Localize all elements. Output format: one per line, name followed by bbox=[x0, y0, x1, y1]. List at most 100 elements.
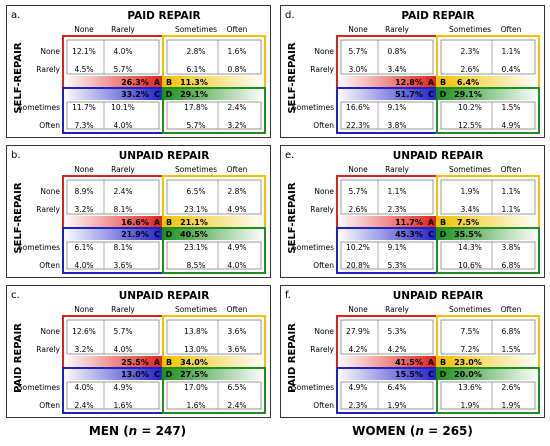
panel-c-rowhead-often: Often bbox=[39, 401, 60, 410]
panel-e-cellbox-a bbox=[340, 179, 434, 215]
panel-b-band-b bbox=[163, 216, 265, 228]
panel-e-cell-r2-c1: 9.1% bbox=[387, 243, 406, 252]
panel-e-cellbox-c bbox=[340, 241, 434, 270]
panel-e-band-c bbox=[337, 228, 437, 240]
panel-a-band-d bbox=[163, 88, 265, 100]
panel-f-cell-r2-c3: 2.6% bbox=[501, 383, 520, 392]
panel-a-letter-b: B bbox=[166, 78, 172, 87]
panel-d-total-b: 6.4% bbox=[457, 78, 479, 87]
panel-f-cell-r1-c0: 4.2% bbox=[348, 345, 367, 354]
panel-f-total-b: 23.0% bbox=[454, 358, 482, 367]
footer-men: MEN (n = 247) bbox=[0, 424, 275, 438]
panel-b-letter-c: C bbox=[154, 230, 160, 239]
panel-a-band-c bbox=[63, 88, 163, 100]
panel-f-cell-r0-c3: 6.8% bbox=[501, 327, 520, 336]
panel-d-cell-r3-c3: 4.9% bbox=[501, 121, 520, 130]
panel-e-cellbox-d bbox=[440, 241, 536, 270]
panel-a-cell-r0-c1: 4.0% bbox=[113, 47, 132, 56]
panel-b-frame bbox=[6, 145, 271, 278]
panel-a-rowhead-none: None bbox=[40, 47, 60, 56]
panel-c-title: UNPAID REPAIR bbox=[119, 290, 210, 302]
panel-d-colhead-often: Often bbox=[501, 25, 522, 34]
panel-f-letter: f. bbox=[285, 290, 291, 301]
panel-c-cellbox-c bbox=[66, 381, 160, 410]
panel-d-total-a: 12.8% bbox=[395, 78, 423, 87]
panel-c-quadrant-d bbox=[162, 367, 266, 414]
panel-b-colhead-often: Often bbox=[227, 165, 248, 174]
panel-b-colhead-sometimes: Sometimes bbox=[175, 165, 217, 174]
panel-b-total-d: 40.5% bbox=[180, 230, 208, 239]
panel-d-cell-r1-c1: 3.4% bbox=[387, 65, 406, 74]
panel-a-cellbox-b bbox=[166, 39, 262, 75]
panel-c-cell-r0-c0: 12.6% bbox=[72, 327, 96, 336]
panel-e-cell-r1-c1: 2.3% bbox=[387, 205, 406, 214]
panel-b-band-d bbox=[163, 228, 265, 240]
panel-f-colhead-sometimes: Sometimes bbox=[449, 305, 491, 314]
panel-a-cell-r3-c2: 5.7% bbox=[186, 121, 205, 130]
panel-c-band-d bbox=[163, 368, 265, 380]
panel-f-cell-r1-c2: 7.2% bbox=[460, 345, 479, 354]
panel-b-cellbox-a bbox=[66, 179, 160, 215]
panel-c-cell-r1-c0: 3.2% bbox=[74, 345, 93, 354]
panel-f-cell-r2-c0: 4.9% bbox=[348, 383, 367, 392]
panel-d-cell-r0-c1: 0.8% bbox=[387, 47, 406, 56]
panel-d-rowhead-rarely: Rarely bbox=[310, 65, 334, 74]
panel-f-band-d bbox=[437, 368, 539, 380]
panel-e-letter-c: C bbox=[428, 230, 434, 239]
panel-b-rowhead-rarely: Rarely bbox=[36, 205, 60, 214]
panel-a-frame bbox=[6, 5, 271, 138]
panel-a-cellbox-a bbox=[66, 39, 160, 75]
panel-a-cell-r1-c3: 0.8% bbox=[227, 65, 246, 74]
panel-b-letter: b. bbox=[11, 150, 21, 161]
panel-b-rowhead-sometimes: Sometimes bbox=[18, 243, 60, 252]
panel-a-quadrant-d bbox=[162, 87, 266, 134]
panel-c-cell-r1-c3: 3.6% bbox=[227, 345, 246, 354]
panel-b-cellbox-d bbox=[166, 241, 262, 270]
panel-f-cell-r0-c0: 27.9% bbox=[346, 327, 370, 336]
panel-f-cellbox-d bbox=[440, 381, 536, 410]
panel-f-letter-d: D bbox=[440, 370, 447, 379]
panel-e-colhead-often: Often bbox=[501, 165, 522, 174]
panel-e-rowhead-often: Often bbox=[313, 261, 334, 270]
panel-f-rowhead-rarely: Rarely bbox=[310, 345, 334, 354]
panel-d-cell-r2-c1: 9.1% bbox=[387, 103, 406, 112]
panel-a-cellbox-d bbox=[166, 101, 262, 130]
panel-e-quadrant-d bbox=[436, 227, 540, 274]
panel-e-colhead-sometimes: Sometimes bbox=[449, 165, 491, 174]
footer-men-label: MEN ( bbox=[88, 424, 129, 438]
panel-a-colhead-rarely: Rarely bbox=[111, 25, 135, 34]
panel-a-cell-r0-c3: 1.6% bbox=[227, 47, 246, 56]
panel-b-colhead-none: None bbox=[74, 165, 94, 174]
panel-a-total-a: 26.3% bbox=[121, 78, 149, 87]
panel-d-cell-r1-c0: 3.0% bbox=[348, 65, 367, 74]
panel-f-cell-r0-c1: 5.3% bbox=[387, 327, 406, 336]
footer-women-label: WOMEN ( bbox=[352, 424, 416, 438]
panel-c-letter-a: A bbox=[154, 358, 161, 367]
footer-men-n-symbol: n bbox=[128, 424, 138, 438]
panel-b-cell-r1-c0: 3.2% bbox=[74, 205, 93, 214]
panel-a-letter-a: A bbox=[154, 78, 161, 87]
panel-d-rowhead-sometimes: Sometimes bbox=[292, 103, 334, 112]
panel-a-title: PAID REPAIR bbox=[127, 10, 200, 22]
panel-d-colhead-sometimes: Sometimes bbox=[449, 25, 491, 34]
panel-a-total-b: 11.3% bbox=[180, 78, 208, 87]
panel-c-frame bbox=[6, 285, 271, 418]
panel-b-cell-r1-c3: 4.9% bbox=[227, 205, 246, 214]
panel-d-quadrant-d bbox=[436, 87, 540, 134]
panel-e-cell-r0-c2: 1.9% bbox=[460, 187, 479, 196]
panel-e-cell-r2-c3: 3.8% bbox=[501, 243, 520, 252]
panel-c-rowhead-none: None bbox=[40, 327, 60, 336]
panel-c-cell-r3-c0: 2.4% bbox=[74, 401, 93, 410]
panel-b-cell-r1-c2: 23.1% bbox=[184, 205, 208, 214]
panel-c-colhead-sometimes: Sometimes bbox=[175, 305, 217, 314]
panel-d-cellbox-d bbox=[440, 101, 536, 130]
panel-e-letter-d: D bbox=[440, 230, 447, 239]
panel-b-cell-r0-c3: 2.8% bbox=[227, 187, 246, 196]
panel-d-band-d bbox=[437, 88, 539, 100]
panel-d-cellbox-b bbox=[440, 39, 536, 75]
panel-c-cellbox-b bbox=[166, 319, 262, 355]
panel-e-total-c: 45.3% bbox=[395, 230, 423, 239]
panel-b-colhead-rarely: Rarely bbox=[111, 165, 135, 174]
panel-d-cell-r2-c3: 1.5% bbox=[501, 103, 520, 112]
panel-c-cell-r3-c1: 1.6% bbox=[113, 401, 132, 410]
